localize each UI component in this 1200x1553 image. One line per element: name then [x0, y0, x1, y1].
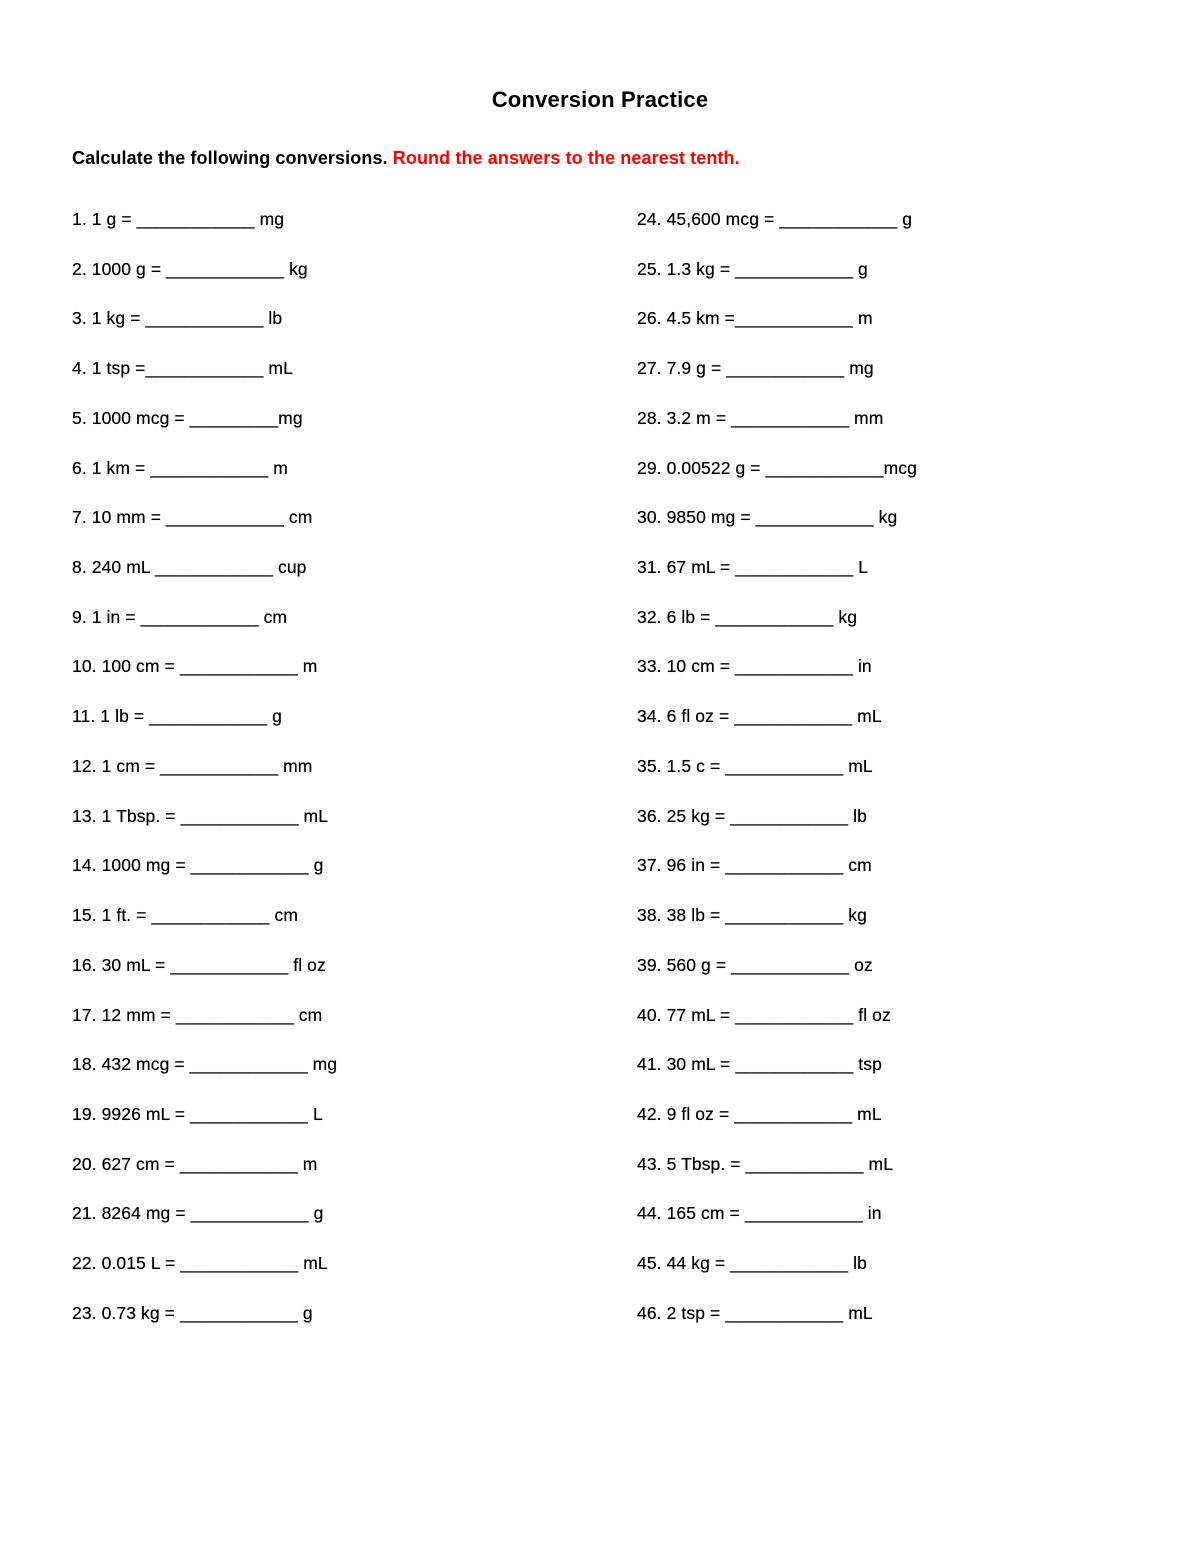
- problems-column-left: 1. 1 g = ____________ mg 2. 1000 g = ___…: [72, 209, 337, 1353]
- problem-item: 3. 1 kg = ____________ lb: [72, 308, 283, 329]
- problem-item: 8. 240 mL ____________ cup: [72, 557, 307, 578]
- problem-item: 11. 1 lb = ____________ g: [72, 706, 282, 727]
- problems-column-right: 24. 45,600 mcg = ____________ g 25. 1.3 …: [637, 209, 917, 1353]
- problem-item: 35. 1.5 c = ____________ mL: [637, 755, 873, 776]
- problem-item: 30. 9850 mg = ____________ kg: [637, 507, 898, 528]
- problem-item: 31. 67 mL = ____________ L: [637, 557, 869, 578]
- problem-item: 4. 1 tsp =____________ mL: [72, 358, 293, 379]
- problem-item: 20. 627 cm = ____________ m: [72, 1153, 318, 1174]
- instructions-highlight-text: Round the answers to the nearest tenth.: [392, 148, 740, 168]
- problem-item: 21. 8264 mg = ____________ g: [72, 1203, 324, 1224]
- problem-item: 7. 10 mm = ____________ cm: [72, 507, 313, 528]
- problem-item: 1. 1 g = ____________ mg: [72, 209, 285, 229]
- problem-item: 43. 5 Tbsp. = ____________ mL: [637, 1153, 894, 1174]
- problem-item: 6. 1 km = ____________ m: [72, 457, 288, 478]
- problem-item: 2. 1000 g = ____________ kg: [72, 258, 308, 279]
- problem-item: 15. 1 ft. = ____________ cm: [72, 905, 298, 926]
- problem-item: 25. 1.3 kg = ____________ g: [637, 258, 868, 279]
- page-title: Conversion Practice: [491, 86, 709, 112]
- problem-item: 17. 12 mm = ____________ cm: [72, 1004, 323, 1025]
- problem-item: 26. 4.5 km =____________ m: [637, 308, 873, 329]
- problem-item: 42. 9 fl oz = ____________ mL: [637, 1103, 882, 1124]
- problem-item: 36. 25 kg = ____________ lb: [637, 805, 867, 826]
- problem-item: 46. 2 tsp = ____________ mL: [637, 1302, 873, 1323]
- problem-item: 14. 1000 mg = ____________ g: [72, 855, 324, 876]
- problem-item: 28. 3.2 m = ____________ mm: [637, 407, 884, 428]
- problem-item: 18. 432 mcg = ____________ mg: [72, 1054, 338, 1075]
- problem-item: 22. 0.015 L = ____________ mL: [72, 1253, 328, 1274]
- problem-item: 44. 165 cm = ____________ in: [637, 1203, 882, 1224]
- problem-item: 41. 30 mL = ____________ tsp: [637, 1054, 882, 1075]
- problem-item: 9. 1 in = ____________ cm: [72, 606, 288, 627]
- instructions-main-text: Calculate the following conversions.: [72, 148, 388, 168]
- instructions-line: Calculate the following conversions. Rou…: [72, 148, 740, 169]
- problem-item: 5. 1000 mcg = _________mg: [72, 407, 303, 428]
- problem-item: 39. 560 g = ____________ oz: [637, 954, 873, 975]
- problem-item: 38. 38 lb = ____________ kg: [637, 905, 867, 926]
- problem-item: 13. 1 Tbsp. = ____________ mL: [72, 805, 329, 826]
- problem-item: 27. 7.9 g = ____________ mg: [637, 358, 874, 379]
- problem-item: 34. 6 fl oz = ____________ mL: [637, 706, 882, 727]
- problem-item: 40. 77 mL = ____________ fl oz: [637, 1004, 891, 1025]
- problem-item: 10. 100 cm = ____________ m: [72, 656, 318, 677]
- problem-item: 12. 1 cm = ____________ mm: [72, 755, 313, 776]
- problem-item: 32. 6 lb = ____________ kg: [637, 606, 858, 627]
- problem-item: 45. 44 kg = ____________ lb: [637, 1253, 867, 1274]
- problem-item: 19. 9926 mL = ____________ L: [72, 1103, 323, 1124]
- problem-item: 29. 0.00522 g = ____________mcg: [637, 457, 917, 478]
- problem-item: 23. 0.73 kg = ____________ g: [72, 1302, 313, 1323]
- problem-item: 24. 45,600 mcg = ____________ g: [637, 209, 913, 229]
- problem-item: 37. 96 in = ____________ cm: [637, 855, 872, 876]
- problem-item: 16. 30 mL = ____________ fl oz: [72, 954, 326, 975]
- problem-item: 33. 10 cm = ____________ in: [637, 656, 872, 677]
